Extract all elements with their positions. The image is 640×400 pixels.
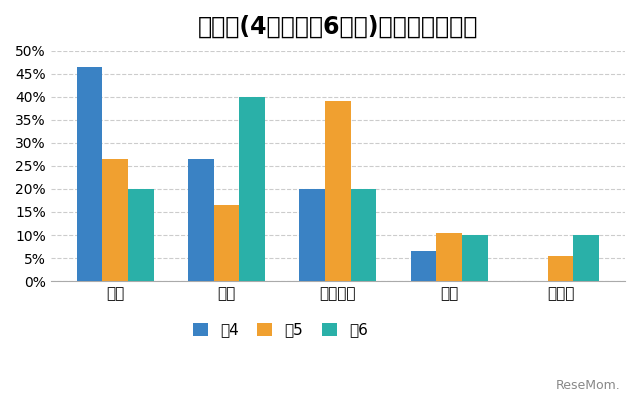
Bar	[436, 233, 462, 281]
Bar	[188, 159, 214, 281]
Bar	[573, 235, 599, 281]
Bar	[411, 251, 436, 281]
Bar	[239, 97, 265, 281]
Title: 高学年(4年生から6年生)の自由研究内容: 高学年(4年生から6年生)の自由研究内容	[198, 15, 478, 39]
Bar	[214, 205, 239, 281]
Bar	[351, 189, 376, 281]
Bar	[325, 101, 351, 281]
Bar	[128, 189, 154, 281]
Bar	[77, 67, 102, 281]
Bar	[300, 189, 325, 281]
Bar	[102, 159, 128, 281]
Legend: 小4, 小5, 小6: 小4, 小5, 小6	[186, 316, 374, 344]
Text: ReseMom.: ReseMom.	[556, 379, 621, 392]
Bar	[462, 235, 488, 281]
Bar	[548, 256, 573, 281]
